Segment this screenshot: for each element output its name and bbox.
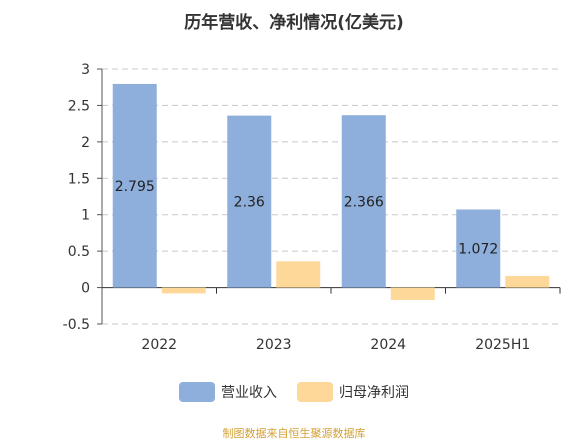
bar-revenue: [341, 115, 386, 288]
chart-title: 历年营收、净利情况(亿美元): [184, 13, 404, 33]
bars: [112, 83, 550, 300]
bar-net-profit: [505, 275, 550, 288]
y-tick-label: 1: [81, 208, 90, 224]
bar-net-profit: [276, 261, 321, 288]
bar-revenue: [456, 209, 501, 288]
x-tick-label: 2025H1: [475, 337, 530, 353]
legend-item-revenue[interactable]: 营业收入: [179, 382, 277, 402]
data-label-revenue: 1.072: [458, 242, 498, 258]
axes: -0.5 0 0.5 1 1.5 2 2.5 3 2022 2023 2024 2025H1: [63, 62, 561, 353]
legend-label-revenue: 营业收入: [221, 385, 277, 401]
legend-swatch-revenue: [179, 382, 215, 402]
legend-label-net-profit: 归母净利润: [339, 385, 409, 401]
data-label-revenue: 2.36: [234, 195, 265, 211]
bar-net-profit: [390, 287, 435, 300]
bar-net-profit: [161, 287, 206, 294]
x-tick-label: 2023: [256, 337, 292, 353]
x-tick-label: 2024: [370, 337, 406, 353]
y-tick-label: 1.5: [68, 171, 90, 187]
bar-revenue: [227, 115, 272, 288]
y-tick-label: 2: [81, 135, 90, 151]
data-labels: 2.795 2.36 2.366 1.072: [115, 179, 499, 258]
y-tick-label: 2.5: [68, 98, 90, 114]
data-label-revenue: 2.366: [344, 194, 384, 210]
data-label-revenue: 2.795: [115, 179, 155, 195]
source-note: 制图数据来自恒生聚源数据库: [222, 427, 366, 440]
y-tick-label: 0: [81, 281, 90, 297]
legend-item-net-profit[interactable]: 归母净利润: [297, 382, 409, 402]
bar-revenue: [112, 83, 157, 288]
y-tick-label: -0.5: [63, 317, 90, 333]
legend-swatch-net-profit: [297, 382, 333, 402]
legend: 营业收入 归母净利润: [0, 382, 588, 402]
x-tick-label: 2022: [141, 337, 177, 353]
y-tick-label: 0.5: [68, 244, 90, 260]
y-tick-label: 3: [81, 62, 90, 78]
